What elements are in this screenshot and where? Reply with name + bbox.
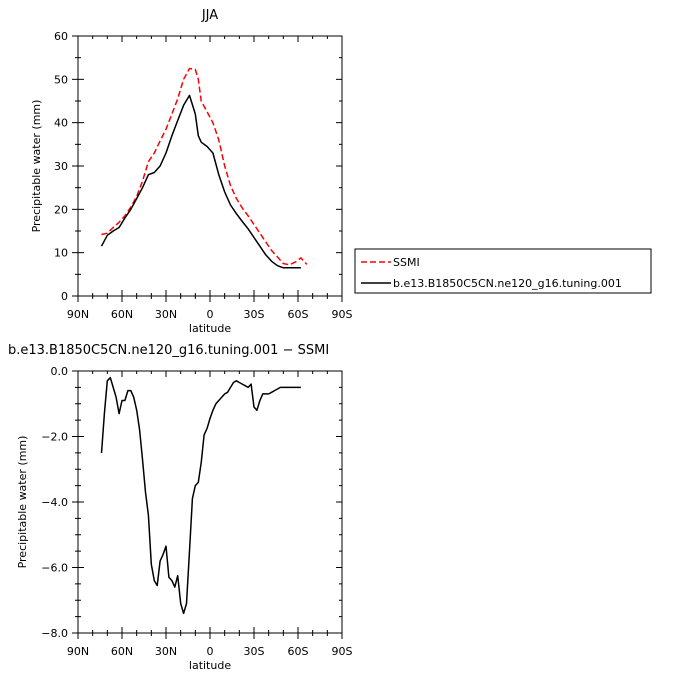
plot-frame — [77, 370, 343, 634]
legend: SSMI b.e13.B1850C5CN.ne120_g16.tuning.00… — [354, 248, 652, 294]
legend-box — [354, 248, 652, 294]
x-tick-label: 90N — [67, 308, 89, 321]
x-tick-label: 90N — [67, 645, 89, 658]
x-tick-label: 30N — [155, 645, 177, 658]
y-tick-label: 20 — [54, 203, 68, 216]
y-tick-label: 0.0 — [51, 365, 69, 378]
top-panel: 90N 60N 30N 0 30S 60S 90S 0 10 20 30 40 50 60 JJA latit… — [30, 8, 353, 335]
y-axis-label: Precipitable water (mm) — [16, 436, 29, 569]
x-tick-label: 30S — [244, 645, 265, 658]
series-line-ssmi — [101, 67, 308, 266]
y-tick-label: 60 — [54, 30, 68, 43]
x-tick-label: 60N — [111, 308, 133, 321]
x-tick-label: 0 — [207, 308, 214, 321]
chart-title: b.e13.B1850C5CN.ne120_g16.tuning.001 − S… — [8, 343, 329, 358]
plot-frame — [77, 35, 343, 297]
y-tick-label: −6.0 — [41, 562, 68, 575]
x-tick-label: 30S — [244, 308, 265, 321]
legend-label-model: b.e13.B1850C5CN.ne120_g16.tuning.001 — [393, 277, 622, 290]
y-tick-label: −2.0 — [41, 431, 68, 444]
y-tick-label: 10 — [54, 247, 68, 260]
chart-title: JJA — [201, 8, 218, 23]
series-line-difference — [100, 376, 301, 615]
y-tick-label: 40 — [54, 117, 68, 130]
y-tick-label: −8.0 — [41, 627, 68, 640]
x-axis-label: latitude — [189, 322, 231, 335]
x-tick-label: 60N — [111, 645, 133, 658]
y-tick-label: −4.0 — [41, 496, 68, 509]
x-tick-label: 60S — [288, 308, 309, 321]
series-line-model — [100, 94, 301, 269]
x-axis-label: latitude — [189, 659, 231, 672]
y-tick-label: 0 — [61, 290, 68, 303]
legend-label-ssmi: SSMI — [393, 256, 420, 269]
y-tick-label: 30 — [54, 160, 68, 173]
x-tick-label: 30N — [155, 308, 177, 321]
y-tick-label: 50 — [54, 73, 68, 86]
x-tick-label: 90S — [332, 645, 353, 658]
x-tick-label: 90S — [332, 308, 353, 321]
x-tick-label: 60S — [288, 645, 309, 658]
bottom-panel: 90N 60N 30N 0 30S 60S 90S 0.0 −2.0 −4.0 −6.0 −8.0 b.… — [8, 343, 353, 672]
x-tick-label: 0 — [207, 645, 214, 658]
y-axis-label: Precipitable water (mm) — [30, 100, 43, 233]
